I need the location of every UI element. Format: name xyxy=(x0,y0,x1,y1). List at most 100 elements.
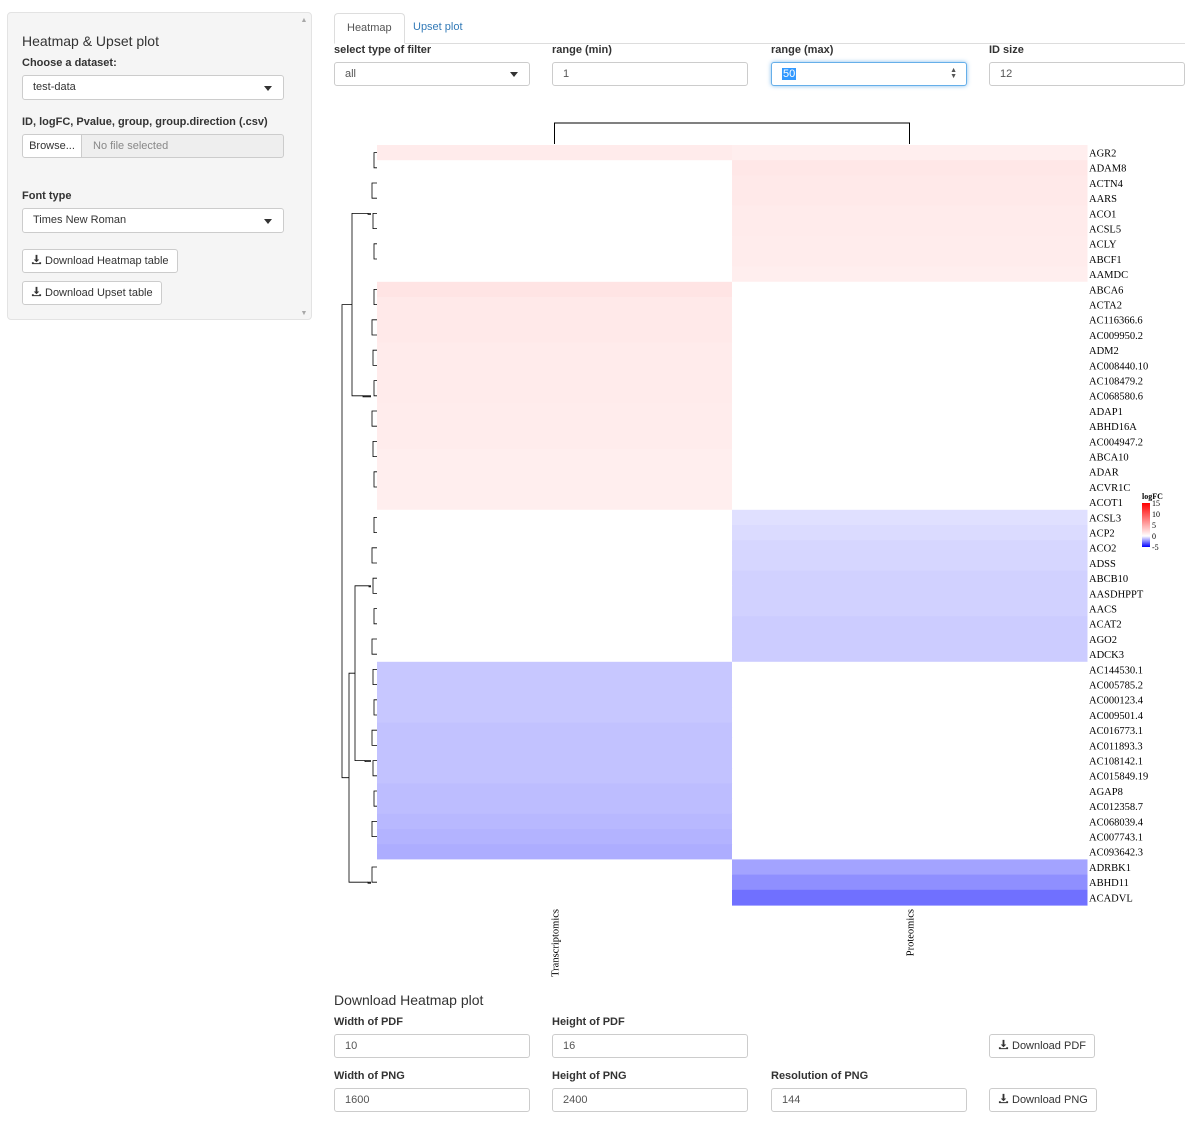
row-label: AGAP8 xyxy=(1089,787,1123,798)
row-label: AC108479.2 xyxy=(1089,377,1143,388)
row-label: AC116366.6 xyxy=(1089,316,1143,327)
heatmap-cell xyxy=(377,236,733,252)
file-label: ID, logFC, Pvalue, group, group.directio… xyxy=(22,116,268,128)
heatmap-cell xyxy=(732,874,1088,891)
row-dendrogram-leaf xyxy=(373,243,377,260)
tab-upset-plot[interactable]: Upset plot xyxy=(413,21,463,33)
font-type-select[interactable]: Times New Roman xyxy=(22,208,284,233)
row-label: ACO2 xyxy=(1089,544,1116,555)
range-max-input[interactable]: 50 ▲ ▼ xyxy=(771,62,967,86)
id-size-label: ID size xyxy=(989,44,1024,56)
heatmap-cell xyxy=(377,418,733,435)
row-dendrogram-leaf xyxy=(371,638,377,655)
row-dendrogram-leaf xyxy=(372,349,377,366)
row-dendrogram-branch xyxy=(348,672,368,883)
png-width-label: Width of PNG xyxy=(334,1070,405,1082)
heatmap-cell xyxy=(732,753,1088,769)
heatmap-cell xyxy=(732,540,1088,556)
heatmap-cell xyxy=(732,190,1088,207)
heatmap-cell xyxy=(732,494,1088,511)
scroll-up-icon[interactable]: ▲ xyxy=(300,17,308,24)
scroll-down-icon[interactable]: ▼ xyxy=(300,310,308,317)
row-dendrogram-leaf xyxy=(372,213,377,229)
row-label: ADCK3 xyxy=(1089,650,1124,661)
row-label: AC068039.4 xyxy=(1089,817,1144,828)
row-dendrogram-root xyxy=(341,304,352,779)
heatmap-cell xyxy=(732,449,1088,465)
download-heatmap-table-button[interactable]: Download Heatmap table xyxy=(22,249,178,273)
heatmap-cell xyxy=(377,829,733,845)
chevron-down-icon xyxy=(510,72,518,77)
column-label: Proteomics xyxy=(906,909,917,956)
heatmap-cell xyxy=(732,160,1088,176)
row-dendrogram-leaf xyxy=(373,517,377,533)
row-label: ACOT1 xyxy=(1089,498,1123,509)
chevron-down-icon xyxy=(264,86,272,91)
row-label: AAMDC xyxy=(1089,270,1128,281)
row-label: ABCA6 xyxy=(1089,285,1123,296)
row-label: ADM2 xyxy=(1089,346,1119,357)
file-name-field[interactable]: No file selected xyxy=(81,134,284,158)
heatmap-cell xyxy=(732,631,1088,648)
pdf-height-input[interactable]: 16 xyxy=(552,1034,748,1058)
row-dendrogram-leaf xyxy=(373,289,377,305)
row-dendrogram-leaf xyxy=(372,760,377,777)
heatmap-cell xyxy=(732,327,1088,344)
download-upset-table-button[interactable]: Download Upset table xyxy=(22,281,162,305)
png-resolution-input[interactable]: 144 xyxy=(771,1088,967,1112)
png-height-input[interactable]: 2400 xyxy=(552,1088,748,1112)
heatmap-cell xyxy=(732,844,1088,860)
row-label: AC016773.1 xyxy=(1089,726,1143,737)
heatmap-cell xyxy=(732,205,1088,222)
range-min-label: range (min) xyxy=(552,44,612,56)
download-png-button[interactable]: Download PNG xyxy=(989,1088,1097,1112)
row-dendrogram-branch xyxy=(368,585,371,588)
heatmap-cell xyxy=(732,585,1088,602)
row-label: AC000123.4 xyxy=(1089,696,1144,707)
download-icon xyxy=(998,1039,1009,1050)
sidebar-scrollbar[interactable]: ▲ ▼ xyxy=(299,17,309,317)
pdf-width-input[interactable]: 10 xyxy=(334,1034,530,1058)
row-dendrogram-leaf xyxy=(373,790,377,807)
id-size-input[interactable]: 12 xyxy=(989,62,1185,86)
download-icon xyxy=(31,254,42,265)
download-icon xyxy=(998,1093,1009,1104)
heatmap-cell xyxy=(732,281,1088,298)
row-label: AC068580.6 xyxy=(1089,392,1143,403)
legend-tick: 0 xyxy=(1152,532,1156,541)
heatmap-cell xyxy=(732,859,1088,876)
row-label: ADRBK1 xyxy=(1089,863,1131,874)
spinner-arrows-icon[interactable]: ▲ ▼ xyxy=(950,67,957,80)
heatmap-cell xyxy=(377,677,733,693)
row-label: AARS xyxy=(1089,194,1117,205)
row-label: AGO2 xyxy=(1089,635,1117,646)
dataset-select[interactable]: test-data xyxy=(22,75,284,100)
heatmap-cell xyxy=(377,889,733,906)
png-width-input[interactable]: 1600 xyxy=(334,1088,530,1112)
row-dendrogram-leaf xyxy=(373,699,377,716)
browse-button[interactable]: Browse... xyxy=(22,134,82,158)
download-heatmap-table-label: Download Heatmap table xyxy=(45,255,169,267)
heatmap-cell xyxy=(732,601,1088,617)
row-dendrogram-leaf xyxy=(372,669,377,685)
row-label: ACVR1C xyxy=(1089,483,1130,494)
filter-type-select[interactable]: all xyxy=(334,62,530,86)
heatmap-cell xyxy=(377,570,733,587)
row-label: AC009501.4 xyxy=(1089,711,1144,722)
row-label: AACS xyxy=(1089,605,1117,616)
heatmap-cell xyxy=(732,373,1088,389)
tab-heatmap[interactable]: Heatmap xyxy=(334,13,405,44)
font-type-label: Font type xyxy=(22,190,72,202)
row-dendrogram-leaf xyxy=(373,608,377,625)
download-pdf-button[interactable]: Download PDF xyxy=(989,1034,1095,1058)
heatmap-cell xyxy=(377,783,733,800)
row-label: ACO1 xyxy=(1089,209,1116,220)
heatmap-cell xyxy=(732,251,1088,268)
heatmap-cell xyxy=(732,266,1088,283)
range-min-input[interactable]: 1 xyxy=(552,62,748,86)
column-dendrogram xyxy=(554,122,910,144)
row-dendrogram-leaf xyxy=(371,821,377,837)
heatmap-cell xyxy=(377,388,733,404)
heatmap-cell xyxy=(377,160,733,176)
row-dendrogram-leaf xyxy=(371,547,377,564)
